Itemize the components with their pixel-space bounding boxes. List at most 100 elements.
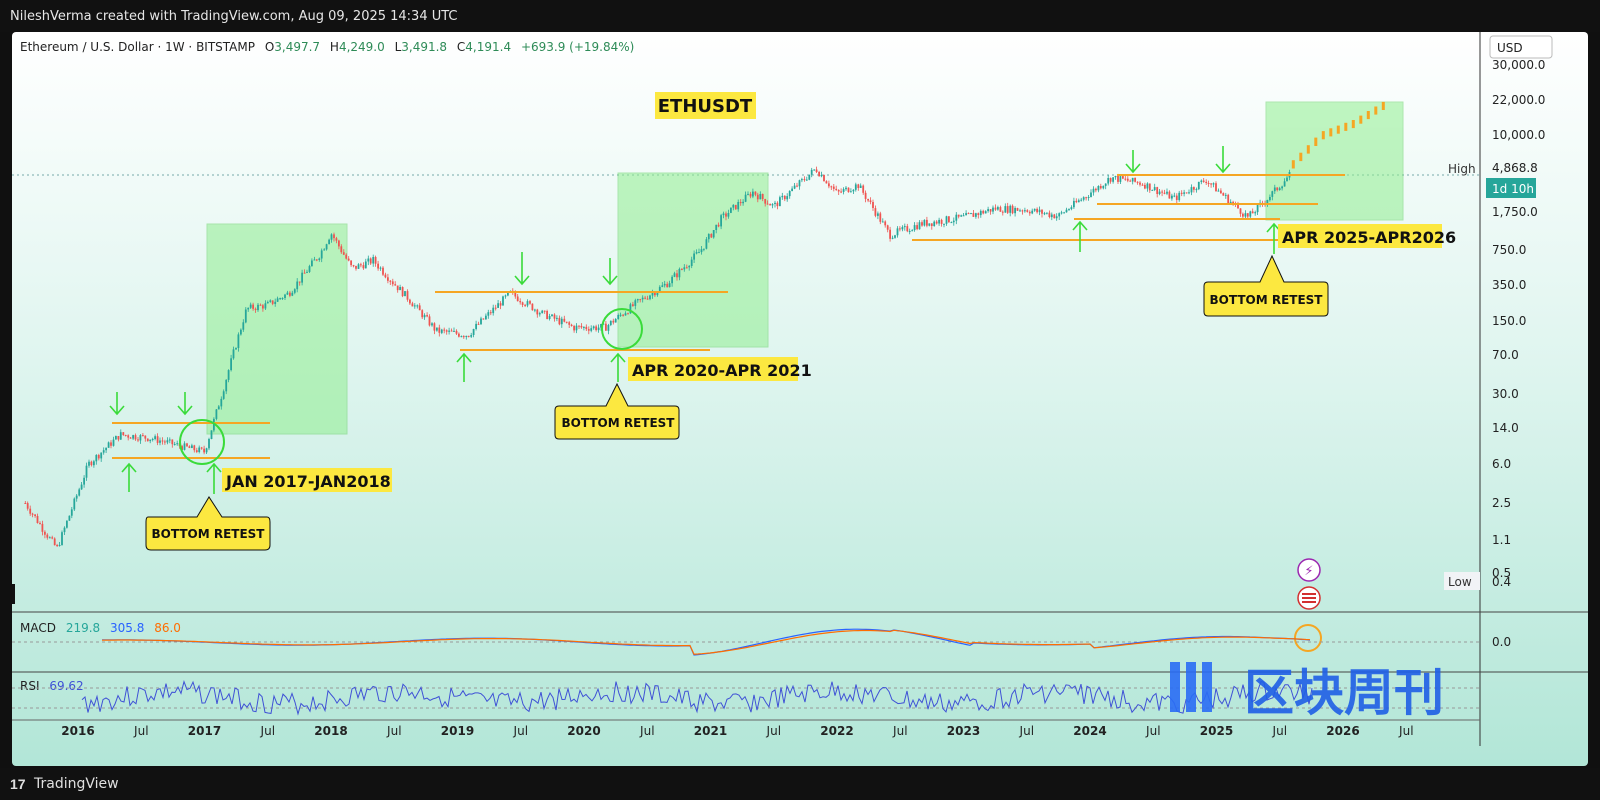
- currency-button[interactable]: [1489, 35, 1553, 59]
- rsi-pane[interactable]: RSI 69.62: [12, 679, 1480, 716]
- candle-body: [423, 315, 426, 318]
- zone-2017: [206, 223, 348, 435]
- candle-body: [690, 259, 693, 266]
- candle-body: [877, 213, 879, 216]
- candle-body: [656, 291, 659, 296]
- candle-body: [695, 252, 698, 254]
- time-axis[interactable]: 2016 Jul 2017 Jul 2018 Jul 2019 Jul 2020 Jul 2021 J…: [61, 724, 1413, 738]
- candle-body: [1019, 210, 1021, 212]
- time-tick-label: Jul: [1398, 724, 1413, 738]
- candle-body: [725, 213, 727, 217]
- candle-body: [984, 211, 987, 214]
- candle-body: [1085, 197, 1087, 199]
- time-tick-label: 2016: [61, 724, 94, 738]
- candle-body: [330, 234, 333, 240]
- candle-body: [707, 234, 710, 240]
- candle-body: [436, 327, 438, 331]
- candle-body: [612, 320, 615, 323]
- candle-body: [1283, 181, 1286, 187]
- candle-body: [487, 312, 490, 316]
- left-scroll-marker[interactable]: [12, 584, 15, 604]
- candle-body: [629, 304, 632, 314]
- candle-body: [570, 324, 573, 326]
- candle-body: [585, 326, 588, 330]
- candle-body: [1092, 188, 1095, 193]
- projection-bar: [1336, 125, 1340, 134]
- tradingview-logo-icon[interactable]: 17: [10, 776, 26, 792]
- candle-body: [583, 326, 585, 328]
- candle-body: [1139, 182, 1141, 185]
- us-flag-icon[interactable]: [1297, 586, 1321, 610]
- candle-body: [1222, 193, 1225, 196]
- candle-body: [754, 191, 757, 195]
- candle-body: [445, 330, 448, 332]
- candle-body: [1004, 206, 1007, 213]
- candle-body: [737, 202, 740, 210]
- tradingview-brand[interactable]: TradingView: [34, 776, 119, 792]
- macd-highlight-circle: [1294, 624, 1322, 652]
- candle-body: [132, 435, 134, 439]
- candle-body: [1239, 208, 1242, 214]
- candle-body: [477, 323, 480, 325]
- chart-area[interactable]: ETHUSDT JAN 2017-JAN2018 APR 2020-APR 20…: [12, 32, 1588, 766]
- candle-body: [823, 175, 825, 182]
- candle-body: [144, 435, 147, 439]
- candle-body: [663, 283, 666, 286]
- candle-body: [465, 335, 468, 337]
- countdown-text: 1d 10h: [1492, 182, 1534, 196]
- candle-body: [668, 283, 671, 288]
- candle-body: [205, 448, 208, 453]
- candle-body: [573, 326, 575, 331]
- candle-body: [641, 297, 644, 300]
- candle-body: [1171, 195, 1173, 199]
- candle-body: [678, 268, 681, 278]
- price-tick-label: 4,868.8: [1492, 161, 1538, 175]
- candle-body: [73, 498, 76, 510]
- candle-body: [1151, 189, 1154, 191]
- candle-body: [244, 309, 247, 323]
- candle-body: [989, 209, 992, 212]
- arrows-layer: [109, 146, 1282, 494]
- candle-body: [943, 223, 945, 225]
- candle-body: [766, 203, 769, 205]
- candle-body: [93, 461, 95, 466]
- projection-bar: [1344, 122, 1348, 131]
- candle-body: [654, 292, 656, 296]
- spark-icon[interactable]: ⚡: [1297, 558, 1321, 582]
- candle-body: [335, 238, 338, 241]
- candle-body: [649, 295, 651, 300]
- time-tick-label: Jul: [766, 724, 781, 738]
- candle-body: [1070, 207, 1073, 210]
- macd-pane[interactable]: MACD 219.8 305.8 86.0 0.0: [12, 621, 1511, 656]
- candle-body: [313, 259, 316, 261]
- candle-body: [1080, 199, 1083, 201]
- candle-body: [389, 280, 392, 282]
- candle-body: [578, 325, 580, 327]
- candle-body: [872, 202, 874, 208]
- candle-body: [1254, 212, 1257, 214]
- candle-body: [634, 300, 637, 306]
- candle-body: [541, 310, 544, 314]
- candle-body: [433, 323, 436, 331]
- candle-body: [284, 294, 286, 298]
- candle-body: [886, 225, 889, 230]
- candle-body: [230, 358, 232, 371]
- candle-body: [1200, 180, 1203, 182]
- candle-body: [1232, 201, 1234, 204]
- price-axis[interactable]: USD 30,000.0 22,000.0 10,000.0 4,868.8 1,750…: [1444, 35, 1553, 590]
- candle-body: [1073, 200, 1075, 208]
- candle-body: [903, 226, 906, 228]
- price-tick-label: 10,000.0: [1492, 128, 1545, 142]
- candle-body: [975, 213, 977, 217]
- candle-body: [712, 230, 715, 238]
- price-tick-label: 0.5: [1492, 566, 1511, 580]
- candle-body: [1153, 187, 1156, 190]
- candle-body: [597, 327, 600, 331]
- callout-bubble: [145, 496, 271, 551]
- candle-body: [879, 213, 882, 222]
- candle-body: [1271, 191, 1274, 197]
- candle-body: [347, 258, 350, 261]
- chart-svg[interactable]: ETHUSDT JAN 2017-JAN2018 APR 2020-APR 20…: [12, 32, 1588, 766]
- candle-body: [854, 184, 857, 190]
- candle-body: [982, 210, 985, 214]
